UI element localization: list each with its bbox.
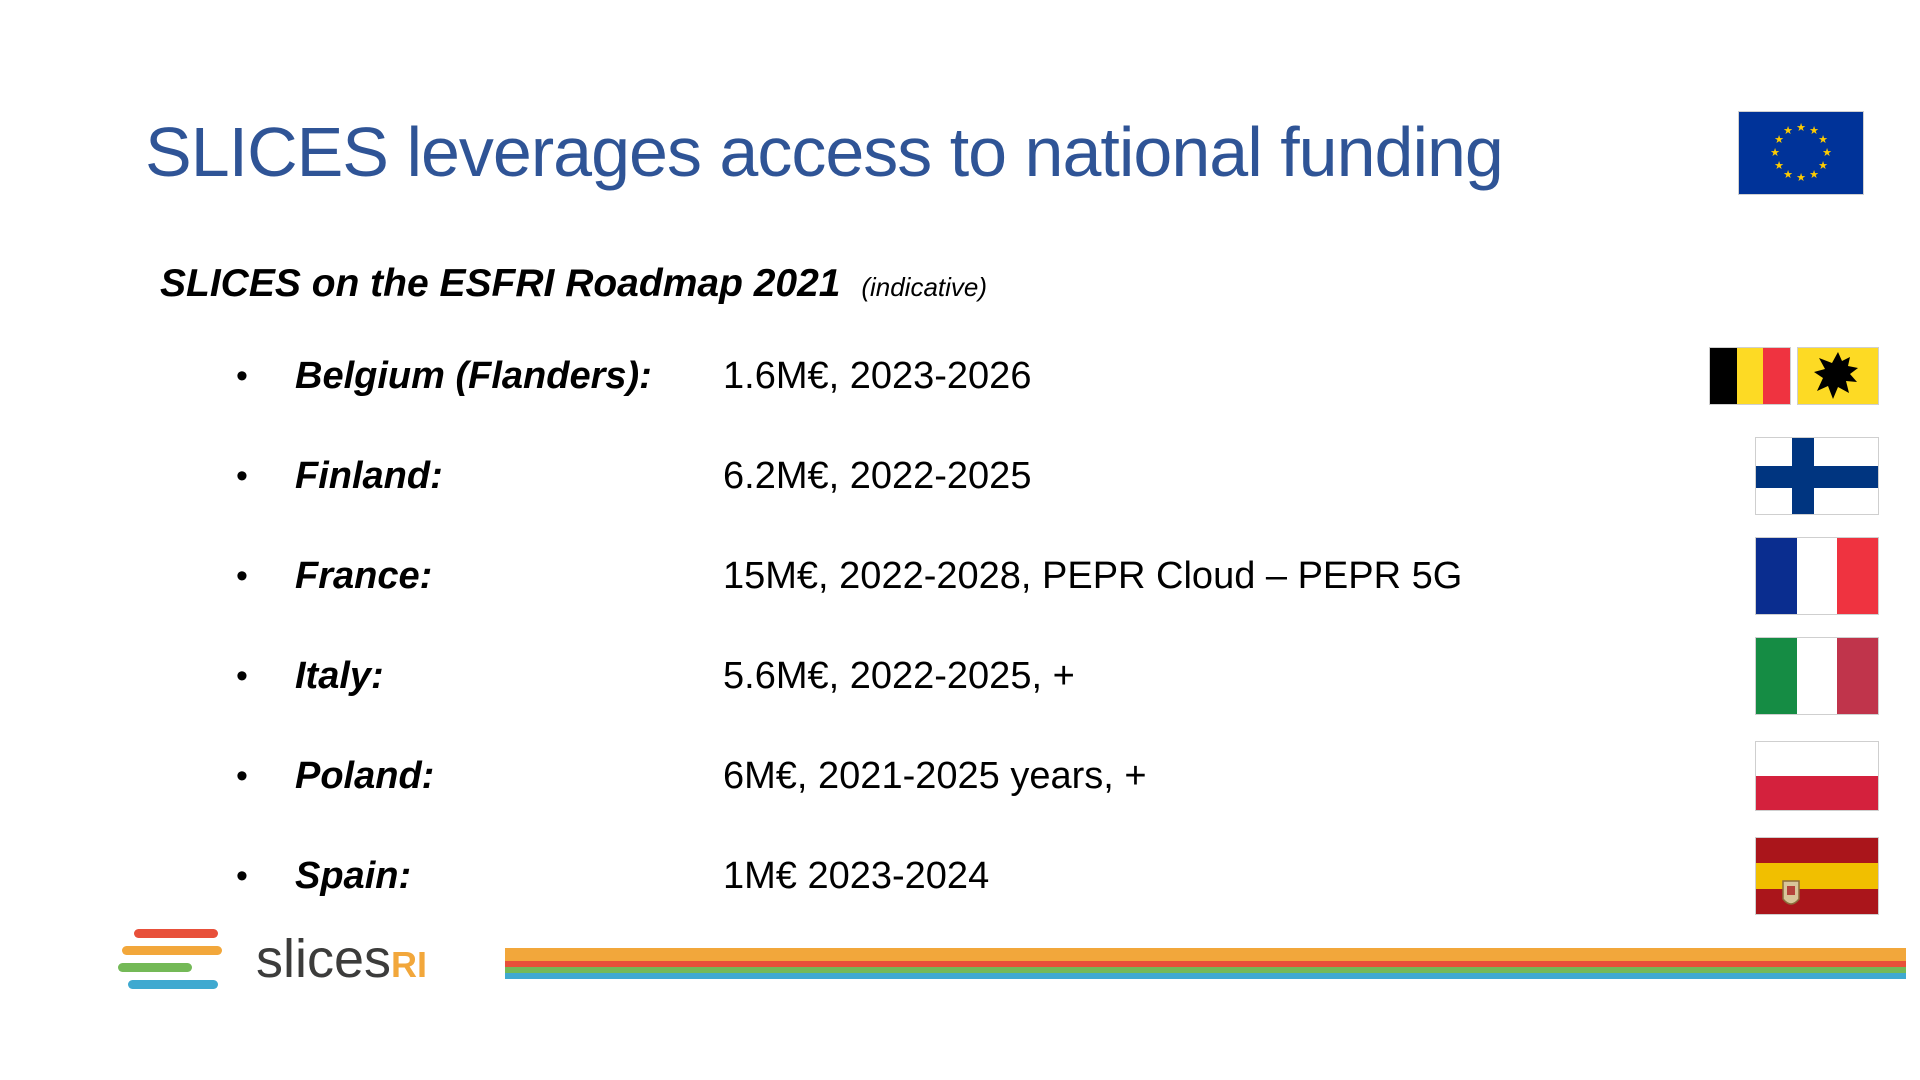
funding-value: 6.2M€, 2022-2025	[723, 454, 1032, 497]
country-label: Spain:	[295, 854, 412, 897]
bottom-color-stripe	[505, 948, 1906, 979]
logo-suffix: RI	[391, 944, 428, 985]
logo-name: slices	[256, 929, 392, 989]
slices-logo: slicesRI	[118, 928, 427, 990]
list-item: • Belgium (Flanders): 1.6M€, 2023-2026	[0, 326, 1920, 426]
slices-logo-text: slicesRI	[256, 928, 427, 990]
belgium-flag-icon	[1710, 348, 1790, 404]
poland-flag-icon	[1756, 742, 1878, 810]
country-label: Finland:	[295, 454, 443, 497]
list-item: • Spain: 1M€ 2023-2024	[0, 826, 1920, 926]
france-flag-icon	[1756, 538, 1878, 614]
country-label: France:	[295, 554, 433, 597]
bullet-icon: •	[236, 756, 248, 795]
flag-group	[1618, 526, 1878, 626]
svg-text:★: ★	[1809, 168, 1819, 181]
bullet-icon: •	[236, 856, 248, 895]
list-item: • Poland: 6M€, 2021-2025 years, +	[0, 726, 1920, 826]
bullet-icon: •	[236, 656, 248, 695]
funding-value: 15M€, 2022-2028, PEPR Cloud – PEPR 5G	[723, 554, 1463, 597]
svg-text:★: ★	[1796, 121, 1806, 134]
subtitle-note: (indicative)	[861, 272, 988, 302]
svg-text:★: ★	[1774, 159, 1784, 172]
flag-group	[1618, 826, 1878, 926]
country-label: Belgium (Flanders):	[295, 354, 652, 397]
funding-value: 5.6M€, 2022-2025, +	[723, 654, 1075, 697]
slices-logo-lines-icon	[118, 929, 228, 989]
bullet-icon: •	[236, 556, 248, 595]
svg-text:★: ★	[1796, 171, 1806, 184]
subtitle-text: SLICES on the ESFRI Roadmap 2021	[160, 262, 841, 305]
list-item: • Finland: 6.2M€, 2022-2025	[0, 426, 1920, 526]
svg-text:★: ★	[1783, 168, 1793, 181]
list-item: • Italy: 5.6M€, 2022-2025, +	[0, 626, 1920, 726]
bullet-icon: •	[236, 456, 248, 495]
spain-flag-icon	[1756, 838, 1878, 914]
flanders-flag-icon	[1798, 348, 1878, 404]
slide-title: SLICES leverages access to national fund…	[145, 113, 1504, 191]
svg-text:★: ★	[1809, 124, 1819, 137]
flag-group	[1618, 726, 1878, 826]
funding-value: 1.6M€, 2023-2026	[723, 354, 1032, 397]
flag-group	[1618, 426, 1878, 526]
svg-text:★: ★	[1818, 159, 1828, 172]
svg-text:★: ★	[1822, 146, 1832, 159]
flag-group	[1618, 626, 1878, 726]
italy-flag-icon	[1756, 638, 1878, 714]
subtitle: SLICES on the ESFRI Roadmap 2021 (indica…	[160, 262, 987, 306]
country-label: Italy:	[295, 654, 384, 697]
svg-text:★: ★	[1774, 133, 1784, 146]
funding-value: 1M€ 2023-2024	[723, 854, 990, 897]
svg-text:★: ★	[1818, 133, 1828, 146]
spain-emblem-icon	[1782, 880, 1800, 906]
bullet-icon: •	[236, 356, 248, 395]
funding-list: • Belgium (Flanders): 1.6M€, 2023-2026 •…	[0, 326, 1920, 926]
list-item: • France: 15M€, 2022-2028, PEPR Cloud – …	[0, 526, 1920, 626]
funding-value: 6M€, 2021-2025 years, +	[723, 754, 1147, 797]
svg-text:★: ★	[1783, 124, 1793, 137]
finland-flag-icon	[1756, 438, 1878, 514]
flag-group	[1618, 326, 1878, 426]
country-label: Poland:	[295, 754, 435, 797]
svg-text:★: ★	[1770, 146, 1780, 159]
eu-flag-icon: ★ ★ ★ ★ ★ ★ ★ ★ ★ ★ ★ ★	[1739, 112, 1863, 194]
